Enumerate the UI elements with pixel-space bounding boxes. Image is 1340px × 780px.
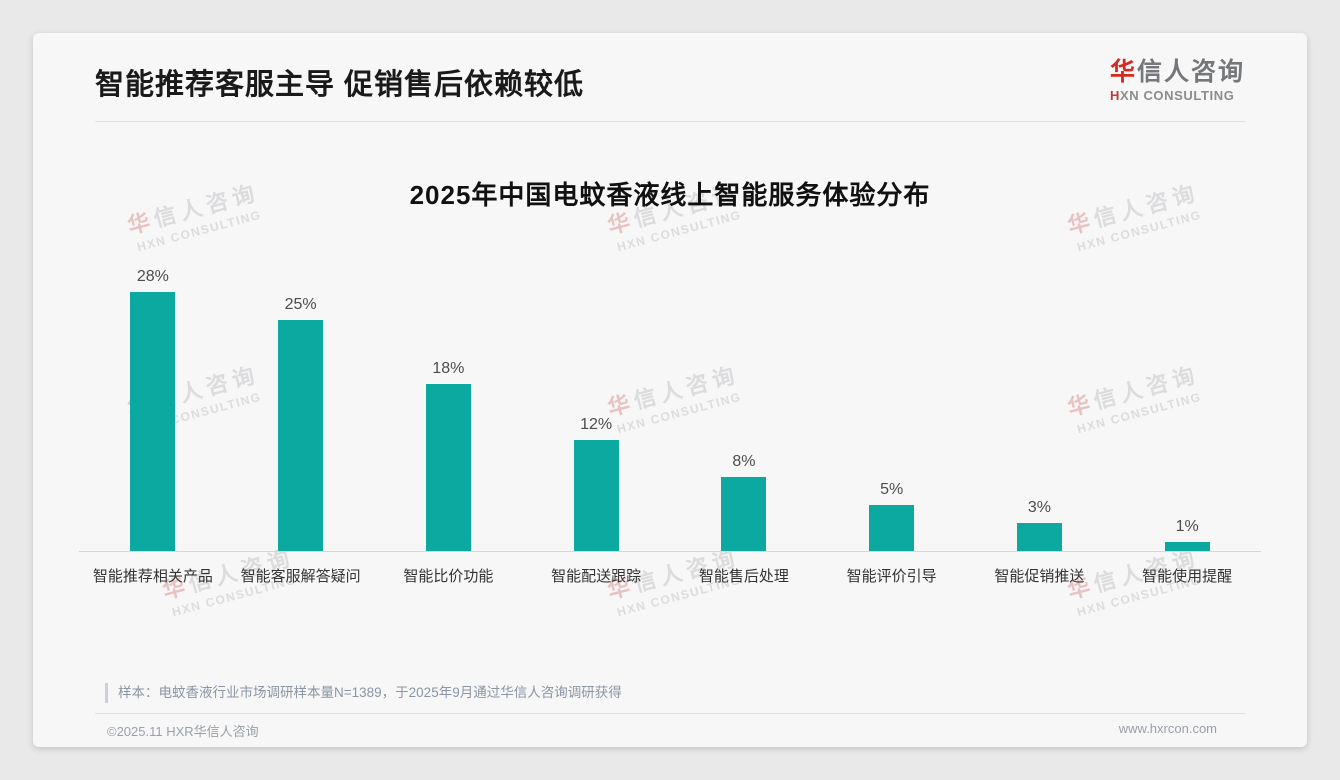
bar-column: 18%: [375, 360, 523, 551]
bar: [1164, 541, 1210, 551]
category-label: 智能推荐相关产品: [92, 567, 213, 585]
footer: ©2025.11 HXR华信人咨询 www.hxrcon.com: [95, 712, 1245, 740]
header: 智能推荐客服主导 促销售后依赖较低 华信人咨询 HXN CONSULTING: [95, 33, 1245, 122]
bar: [573, 439, 619, 551]
report-card: 华信人咨询 HXN CONSULTING 华信人咨询 HXN CONSULTING 华信…: [33, 33, 1307, 747]
bar-column: 28%: [79, 268, 227, 551]
category-label: 智能比价功能: [403, 567, 494, 585]
bar-chart: 28% 25% 18% 12% 8% 5% 3% 1% 智能推荐相关产品 智能客服解答疑问 智能比…: [79, 252, 1261, 586]
footer-website: www.hxrcon.com: [1118, 720, 1217, 736]
brand-logo-en-accent: H: [1109, 87, 1120, 103]
bar: [278, 319, 324, 551]
bar: [721, 476, 767, 551]
bar-column: 3%: [966, 499, 1114, 551]
category-label: 智能使用提醒: [1142, 567, 1233, 585]
category-label: 智能客服解答疑问: [240, 567, 361, 585]
bar-column: 1%: [1113, 518, 1261, 551]
category-label: 智能配送跟踪: [551, 567, 642, 585]
bar-column: 25%: [227, 296, 375, 551]
brand-logo-en: HXN CONSULTING: [1109, 87, 1245, 103]
category-label: 智能评价引导: [846, 567, 937, 585]
category-label: 智能促销推送: [994, 567, 1085, 585]
page-title: 智能推荐客服主导 促销售后依赖较低: [95, 69, 585, 102]
bar: [425, 384, 471, 551]
bar: [1016, 523, 1062, 551]
bar-value-label: 18%: [432, 360, 465, 378]
bar-column: 5%: [818, 481, 966, 551]
bars-row: 28% 25% 18% 12% 8% 5% 3% 1%: [79, 252, 1261, 552]
bar-value-label: 28%: [136, 267, 169, 285]
sample-note: 样本：电蚊香液行业市场调研样本量N=1389，于2025年9月通过华信人咨询调研…: [105, 682, 1245, 703]
bar-value-label: 3%: [1027, 499, 1051, 517]
bar-value-label: 5%: [880, 480, 904, 498]
brand-logo-en-rest: XN CONSULTING: [1119, 87, 1235, 103]
bar-value-label: 12%: [580, 415, 613, 433]
brand-logo-cn: 华信人咨询: [1109, 58, 1245, 87]
bar-value-label: 8%: [732, 452, 756, 470]
chart-title: 2025年中国电蚊香液线上智能服务体验分布: [409, 179, 931, 210]
bar-column: 12%: [522, 416, 670, 551]
category-label: 智能售后处理: [698, 567, 789, 585]
bar-value-label: 25%: [284, 295, 317, 313]
brand-logo-cn-rest: 信人咨询: [1136, 58, 1245, 86]
footer-copyright: ©2025.11 HXR华信人咨询: [107, 723, 259, 739]
bar: [130, 291, 176, 551]
bar-value-label: 1%: [1175, 517, 1199, 535]
bar: [869, 504, 915, 551]
bar-column: 8%: [670, 453, 818, 551]
brand-logo: 华信人咨询 HXN CONSULTING: [1109, 58, 1245, 105]
category-row: 智能推荐相关产品 智能客服解答疑问 智能比价功能 智能配送跟踪 智能售后处理 智能评价引导…: [79, 552, 1261, 586]
brand-logo-cn-accent: 华: [1109, 58, 1137, 86]
